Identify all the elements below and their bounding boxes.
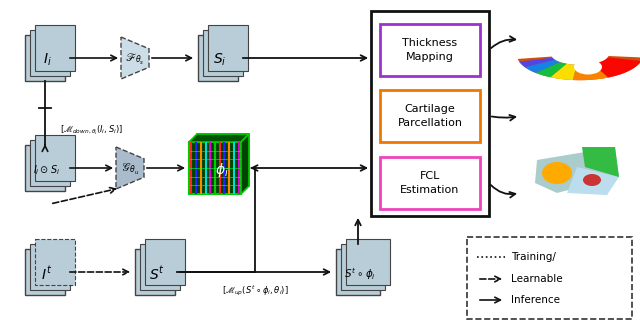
Polygon shape <box>518 56 640 80</box>
Text: $[\mathscr{M}_{down,\theta_i}(I_i, S_i)]$: $[\mathscr{M}_{down,\theta_i}(I_i, S_i)]… <box>60 123 123 137</box>
Text: $S^t \circ \phi_i$: $S^t \circ \phi_i$ <box>344 266 376 282</box>
Polygon shape <box>567 167 619 195</box>
Text: $I_i$: $I_i$ <box>43 52 51 68</box>
Polygon shape <box>535 147 619 193</box>
Text: $\phi_i$: $\phi_i$ <box>215 161 229 179</box>
Text: Training/: Training/ <box>511 252 556 262</box>
Polygon shape <box>538 277 611 293</box>
Polygon shape <box>525 60 560 73</box>
Bar <box>135 249 175 295</box>
Bar <box>30 140 70 186</box>
Bar <box>25 249 65 295</box>
Bar <box>371 10 489 215</box>
Bar <box>189 142 241 194</box>
Ellipse shape <box>574 59 602 74</box>
Bar <box>208 25 248 71</box>
Polygon shape <box>121 37 149 79</box>
Polygon shape <box>522 268 630 293</box>
Bar <box>140 244 180 290</box>
Bar <box>30 244 70 290</box>
Polygon shape <box>550 64 577 80</box>
Text: $S_i$: $S_i$ <box>213 52 227 68</box>
Bar <box>35 239 75 285</box>
Polygon shape <box>573 64 608 80</box>
Bar <box>197 134 249 186</box>
Text: Inference: Inference <box>511 295 560 305</box>
Polygon shape <box>189 134 249 142</box>
Bar <box>35 135 75 181</box>
Text: Thickness
Mapping: Thickness Mapping <box>403 38 458 62</box>
Bar <box>25 145 65 191</box>
Bar <box>203 30 243 76</box>
Text: $\mathscr{F}_{\theta_s}$: $\mathscr{F}_{\theta_s}$ <box>125 51 145 67</box>
Text: $I_i \odot S_i$: $I_i \odot S_i$ <box>33 163 61 177</box>
Bar <box>346 239 390 285</box>
Bar <box>467 237 632 319</box>
Text: $\mathscr{G}_{\theta_u}$: $\mathscr{G}_{\theta_u}$ <box>121 161 140 176</box>
Polygon shape <box>116 147 144 189</box>
Polygon shape <box>519 58 555 67</box>
Ellipse shape <box>542 162 572 184</box>
Polygon shape <box>593 57 640 77</box>
Bar <box>380 24 480 76</box>
Bar <box>380 157 480 209</box>
Ellipse shape <box>583 174 601 186</box>
Text: Cartilage
Parcellation: Cartilage Parcellation <box>397 104 463 128</box>
Polygon shape <box>536 62 566 77</box>
Bar <box>25 35 65 81</box>
Bar <box>341 244 385 290</box>
Bar <box>380 90 480 142</box>
Bar <box>145 239 185 285</box>
Bar <box>35 25 75 71</box>
Text: $I^t$: $I^t$ <box>42 265 52 283</box>
Text: $S^t$: $S^t$ <box>149 265 165 283</box>
Bar <box>198 35 238 81</box>
Text: $[\mathscr{M}_{up}(S^t \circ \phi_i, \theta_i)]$: $[\mathscr{M}_{up}(S^t \circ \phi_i, \th… <box>222 284 289 298</box>
Polygon shape <box>582 147 619 177</box>
Polygon shape <box>241 134 249 194</box>
Text: Learnable: Learnable <box>511 274 563 284</box>
Bar <box>336 249 380 295</box>
Text: FCL
Estimation: FCL Estimation <box>400 172 460 195</box>
Bar <box>30 30 70 76</box>
